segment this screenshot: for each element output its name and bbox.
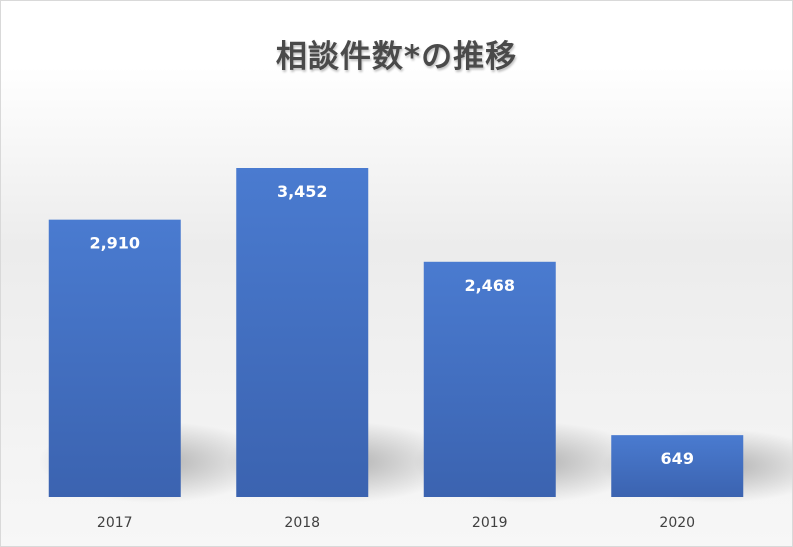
data-label-2020: 649 xyxy=(661,449,694,468)
x-tick-label-2017: 2017 xyxy=(97,515,133,531)
bar-2019 xyxy=(423,261,556,497)
data-label-2018: 3,452 xyxy=(277,182,328,201)
x-tick-label-2019: 2019 xyxy=(472,515,508,531)
data-label-2017: 2,910 xyxy=(89,234,140,253)
x-tick-label-2018: 2018 xyxy=(284,515,320,531)
chart-title: 相談件数*の推移 xyxy=(275,39,518,75)
x-tick-label-2020: 2020 xyxy=(659,515,695,531)
bar-2017 xyxy=(48,219,181,497)
bar-2018 xyxy=(236,168,369,497)
bar-2020 xyxy=(611,435,744,497)
data-label-2019: 2,468 xyxy=(464,276,515,295)
